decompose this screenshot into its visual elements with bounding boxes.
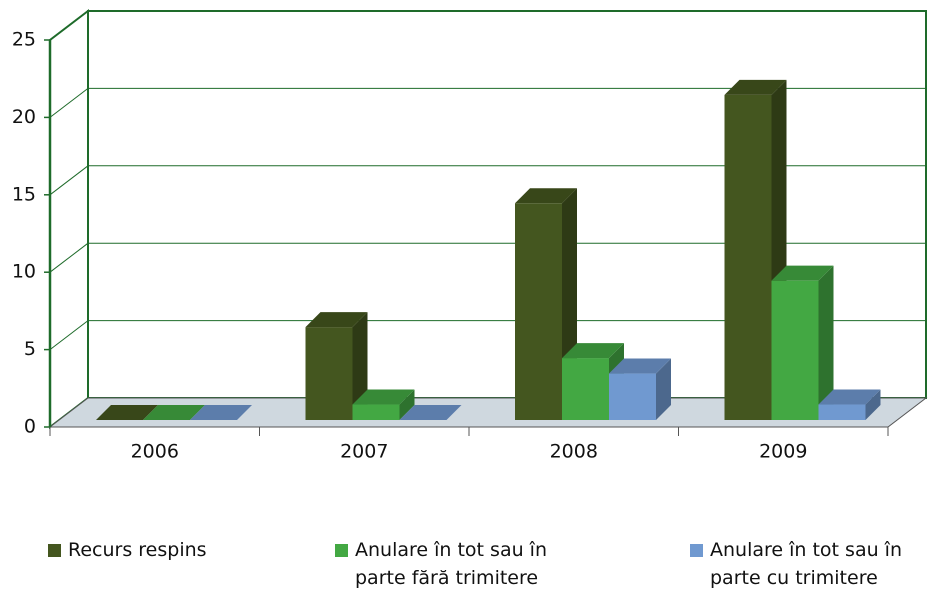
grid-line bbox=[49, 242, 89, 273]
bar-top bbox=[724, 79, 787, 95]
bar bbox=[609, 373, 656, 420]
bar-side bbox=[399, 389, 415, 420]
legend-swatch bbox=[48, 544, 61, 557]
bar bbox=[515, 203, 562, 420]
legend-swatch bbox=[335, 544, 348, 557]
y-tick-label: 5 bbox=[24, 338, 36, 360]
bar bbox=[305, 327, 353, 420]
y-tick-label: 10 bbox=[12, 261, 36, 283]
bar bbox=[818, 404, 866, 420]
grid-line bbox=[49, 165, 89, 196]
bar-top bbox=[609, 358, 671, 374]
bar-top bbox=[771, 265, 834, 281]
bar bbox=[771, 280, 819, 420]
legend-label: Anulare în tot sau în parte cu trimitere bbox=[710, 539, 902, 589]
legend-item: Anulare în tot sau în parte cu trimitere bbox=[690, 536, 928, 591]
bar-top bbox=[143, 405, 205, 420]
y-tick-label: 0 bbox=[24, 416, 36, 438]
legend-item: Recurs respins bbox=[48, 536, 293, 564]
bar-top bbox=[399, 405, 462, 420]
bar-top bbox=[818, 389, 881, 405]
bar-side bbox=[865, 389, 881, 420]
left-wall bbox=[49, 8, 89, 430]
y-tick-label: 15 bbox=[12, 183, 36, 205]
bar-top bbox=[352, 389, 415, 405]
bar-side bbox=[656, 358, 671, 420]
bar bbox=[352, 404, 400, 420]
bar-top bbox=[305, 312, 368, 328]
floor bbox=[48, 397, 928, 428]
bar-top bbox=[190, 405, 252, 420]
legend-item: Anulare în tot sau în parte fără trimite… bbox=[335, 536, 580, 591]
bar-top bbox=[562, 343, 624, 359]
y-tick-label: 20 bbox=[12, 106, 36, 128]
bar-top bbox=[515, 188, 577, 204]
bar-top bbox=[96, 405, 158, 420]
legend-label: Anulare în tot sau în parte fără trimite… bbox=[355, 539, 547, 589]
grid-line bbox=[49, 320, 89, 350]
bar-side bbox=[352, 312, 368, 420]
x-tick-label: 2009 bbox=[759, 441, 807, 463]
x-tick-label: 2007 bbox=[340, 441, 388, 463]
legend-swatch bbox=[690, 544, 703, 557]
legend-label: Recurs respins bbox=[68, 539, 207, 561]
bar bbox=[562, 358, 609, 420]
grid-line bbox=[49, 10, 89, 41]
grid-line bbox=[49, 88, 89, 118]
bar-side bbox=[818, 265, 834, 420]
y-tick-label: 25 bbox=[12, 29, 36, 51]
x-tick-label: 2006 bbox=[131, 441, 179, 463]
x-tick-label: 2008 bbox=[550, 441, 598, 463]
bar bbox=[724, 94, 772, 421]
